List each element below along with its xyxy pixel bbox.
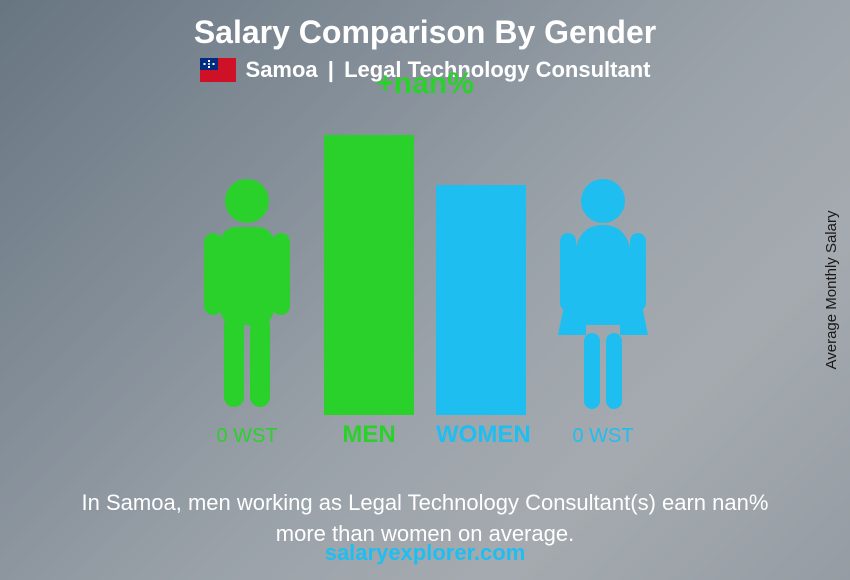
main-title: Salary Comparison By Gender: [194, 14, 656, 51]
content-area: Salary Comparison By Gender Samoa | Lega…: [0, 0, 850, 580]
chart-area: +nan%: [192, 95, 658, 415]
subtitle-country: Samoa: [246, 57, 318, 82]
infographic-container: Salary Comparison By Gender Samoa | Lega…: [0, 0, 850, 580]
men-category-label: MEN: [324, 421, 414, 449]
men-icon-column: [192, 175, 302, 415]
female-icon: [548, 175, 658, 415]
men-value-label: 0 WST: [192, 425, 302, 448]
percent-diff-label: +nan%: [376, 67, 474, 101]
women-icon-column: [548, 175, 658, 415]
samoa-flag-icon: [200, 58, 236, 82]
men-bar-column: [324, 135, 414, 415]
male-icon: [192, 175, 302, 415]
y-axis-label: Average Monthly Salary: [823, 211, 840, 370]
men-bar: [324, 135, 414, 415]
women-bar-column: [436, 185, 526, 415]
women-value-label: 0 WST: [548, 425, 658, 448]
chart-labels-row: 0 WST MEN WOMEN 0 WST: [145, 421, 705, 458]
site-credit: salaryexplorer.com: [325, 540, 526, 566]
women-category-label: WOMEN: [436, 421, 526, 449]
subtitle-separator: |: [328, 57, 334, 82]
women-bar: [436, 185, 526, 415]
